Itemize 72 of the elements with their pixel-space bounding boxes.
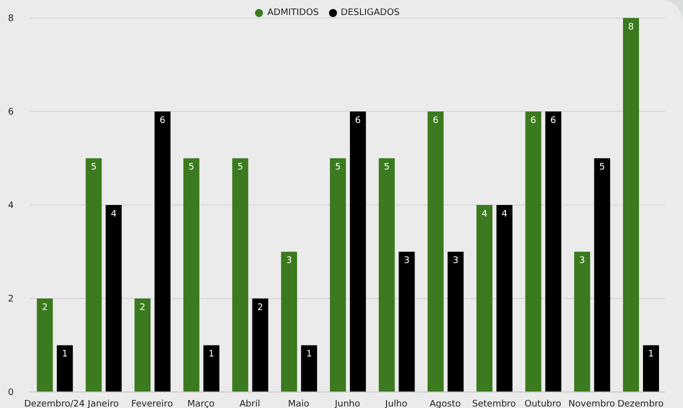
bar [622, 18, 639, 392]
bar [350, 112, 366, 392]
bar [232, 158, 248, 392]
data-label: 2 [42, 302, 48, 313]
data-label: 5 [384, 162, 390, 173]
data-label: 5 [599, 162, 606, 173]
bar [496, 205, 512, 392]
x-tick-label: Março [187, 399, 216, 408]
bar [448, 252, 464, 392]
x-tick-label: Setembro [472, 399, 516, 408]
data-label: 4 [502, 209, 508, 220]
bar [525, 112, 542, 392]
bar [545, 112, 562, 392]
bar [476, 205, 492, 392]
data-label: 6 [160, 116, 166, 126]
bar [203, 345, 220, 392]
bar [106, 205, 122, 392]
bar [398, 252, 415, 392]
data-label: 4 [482, 209, 488, 220]
data-label: 6 [550, 116, 556, 126]
data-label: 1 [306, 350, 312, 360]
bar [183, 158, 200, 392]
x-tick-label: Julho [384, 399, 408, 408]
data-label: 1 [208, 350, 214, 360]
legend-label: DESLIGADOS [340, 8, 400, 18]
bar [56, 345, 73, 392]
data-label: 8 [628, 22, 634, 32]
data-label: 2 [140, 302, 146, 313]
data-label: 6 [530, 116, 536, 126]
bar [330, 158, 346, 392]
data-label: 4 [110, 209, 117, 220]
data-label: 5 [90, 162, 97, 173]
y-tick-label: 0 [8, 388, 14, 398]
x-tick-label: Novembro [568, 399, 616, 408]
x-tick-label: Abril [240, 399, 260, 408]
bar [642, 345, 659, 392]
data-label: 3 [452, 256, 458, 266]
data-label: 1 [648, 350, 654, 360]
bar [134, 298, 151, 392]
x-tick-label: Maio [288, 399, 310, 408]
x-tick-label: Dezembro [617, 399, 664, 408]
legend-label: ADMITIDOS [267, 8, 319, 18]
x-tick-label: Dezembro/24 [24, 399, 86, 408]
bar [574, 252, 590, 392]
data-label: 6 [355, 116, 362, 126]
bar [86, 158, 102, 392]
x-tick-label: Agosto [430, 399, 462, 408]
data-label: 5 [237, 162, 244, 173]
x-tick-label: Junho [334, 399, 361, 408]
data-label: 3 [404, 256, 410, 266]
x-tick-label: Janeiro [86, 399, 120, 408]
x-tick-label: Outubro [524, 399, 562, 408]
bar [428, 112, 444, 392]
bar [281, 252, 298, 392]
data-label: 1 [62, 350, 68, 360]
data-label: 3 [579, 256, 586, 266]
y-tick-label: 2 [8, 294, 14, 305]
x-tick-label: Fevereiro [131, 399, 174, 408]
data-label: 5 [335, 162, 341, 173]
bar [154, 112, 171, 392]
bar [378, 158, 395, 392]
bar [252, 298, 268, 392]
bar [36, 298, 53, 392]
y-tick-label: 8 [8, 14, 14, 24]
data-label: 3 [286, 256, 292, 266]
y-tick-label: 4 [8, 201, 14, 212]
data-label: 2 [257, 302, 264, 313]
y-tick-label: 6 [8, 108, 14, 118]
bar [594, 158, 610, 392]
data-label: 5 [188, 162, 194, 173]
bar [301, 345, 318, 392]
data-label: 6 [432, 116, 439, 126]
